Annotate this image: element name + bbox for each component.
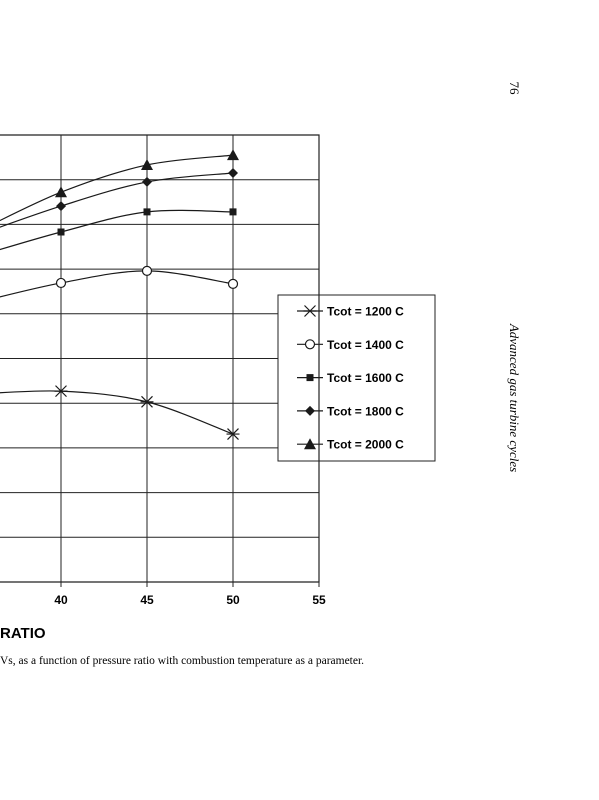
legend-label: Tcot = 1600 C [327,371,404,385]
x-tick-label: 45 [140,593,154,607]
marker-star [226,428,240,440]
marker-triangle [227,149,239,161]
series-line [0,154,234,222]
legend-label: Tcot = 2000 C [327,438,404,452]
marker-triangle [304,438,316,450]
legend-label: Tcot = 1800 C [327,404,404,418]
x-tick-label: 55 [312,593,326,607]
series-line [0,390,234,435]
legend: Tcot = 1200 C Tcot = 1400 C Tcot = 1600 C T… [277,294,436,462]
marker-square [57,228,65,236]
marker-circle [304,339,316,350]
marker-square [306,374,314,382]
marker-star [303,305,317,317]
running-header: Advanced gas turbine cycles [507,323,522,472]
marker-diamond [228,167,238,178]
x-tick-label: 50 [226,593,240,607]
series-line [0,172,234,228]
marker-circle [55,277,67,289]
series-line [0,270,234,298]
x-axis-title: RATIO [0,625,46,642]
marker-square [229,208,237,216]
marker-triangle [55,186,67,198]
marker-diamond [142,176,152,187]
marker-circle [141,265,153,276]
legend-label: Tcot = 1200 C [327,305,404,319]
marker-circle [227,278,239,289]
plot-area [0,134,320,583]
legend-label: Tcot = 1400 C [327,338,404,352]
marker-triangle [141,158,153,170]
marker-star [54,385,68,398]
series-line [0,209,234,251]
x-tick-label: 40 [54,593,68,607]
marker-diamond [305,405,315,416]
page-number: 76 [507,82,522,96]
figure-caption: Vs, as a function of pressure ratio with… [0,655,364,667]
marker-star [140,395,154,408]
marker-diamond [56,201,66,212]
plot-border [0,134,320,583]
marker-square [143,208,151,216]
